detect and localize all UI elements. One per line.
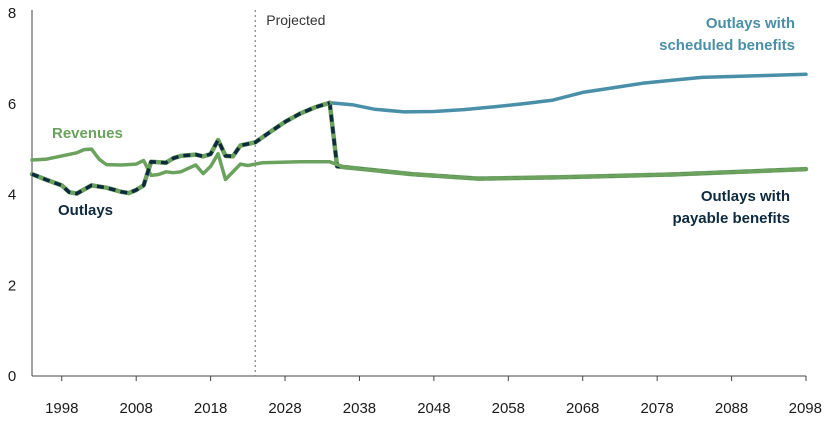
x-tick-label: 2068 [566, 400, 599, 417]
y-tick-label: 6 [8, 96, 16, 113]
x-tick-label: 2018 [194, 400, 227, 417]
x-tick-label: 2008 [120, 400, 153, 417]
x-tick-label: 2098 [789, 400, 822, 417]
series-line [29, 100, 332, 196]
y-tick-label: 4 [8, 187, 16, 204]
y-tick-label: 2 [8, 277, 16, 294]
series-line [31, 101, 331, 196]
x-tick-label: 2028 [268, 400, 301, 417]
series-line [327, 100, 809, 181]
series-label: Outlays [58, 202, 113, 219]
series-line [327, 72, 808, 114]
x-tick-label: 2038 [343, 400, 376, 417]
projected-label: Projected [266, 12, 325, 28]
series-label: Outlays with [701, 188, 790, 205]
x-tick-label: 2088 [715, 400, 748, 417]
series-label: Outlays with [706, 15, 795, 32]
x-tick-label: 2048 [417, 400, 450, 417]
series-label: scheduled benefits [659, 37, 795, 54]
y-tick-label: 8 [8, 5, 16, 22]
y-tick-label: 0 [8, 368, 16, 385]
x-tick-label: 2078 [640, 400, 673, 417]
x-tick-label: 1998 [45, 400, 78, 417]
series-line [327, 102, 807, 181]
series-line [30, 147, 808, 182]
series-label: payable benefits [672, 210, 790, 227]
series-label: Revenues [52, 125, 123, 142]
x-tick-label: 2058 [492, 400, 525, 417]
